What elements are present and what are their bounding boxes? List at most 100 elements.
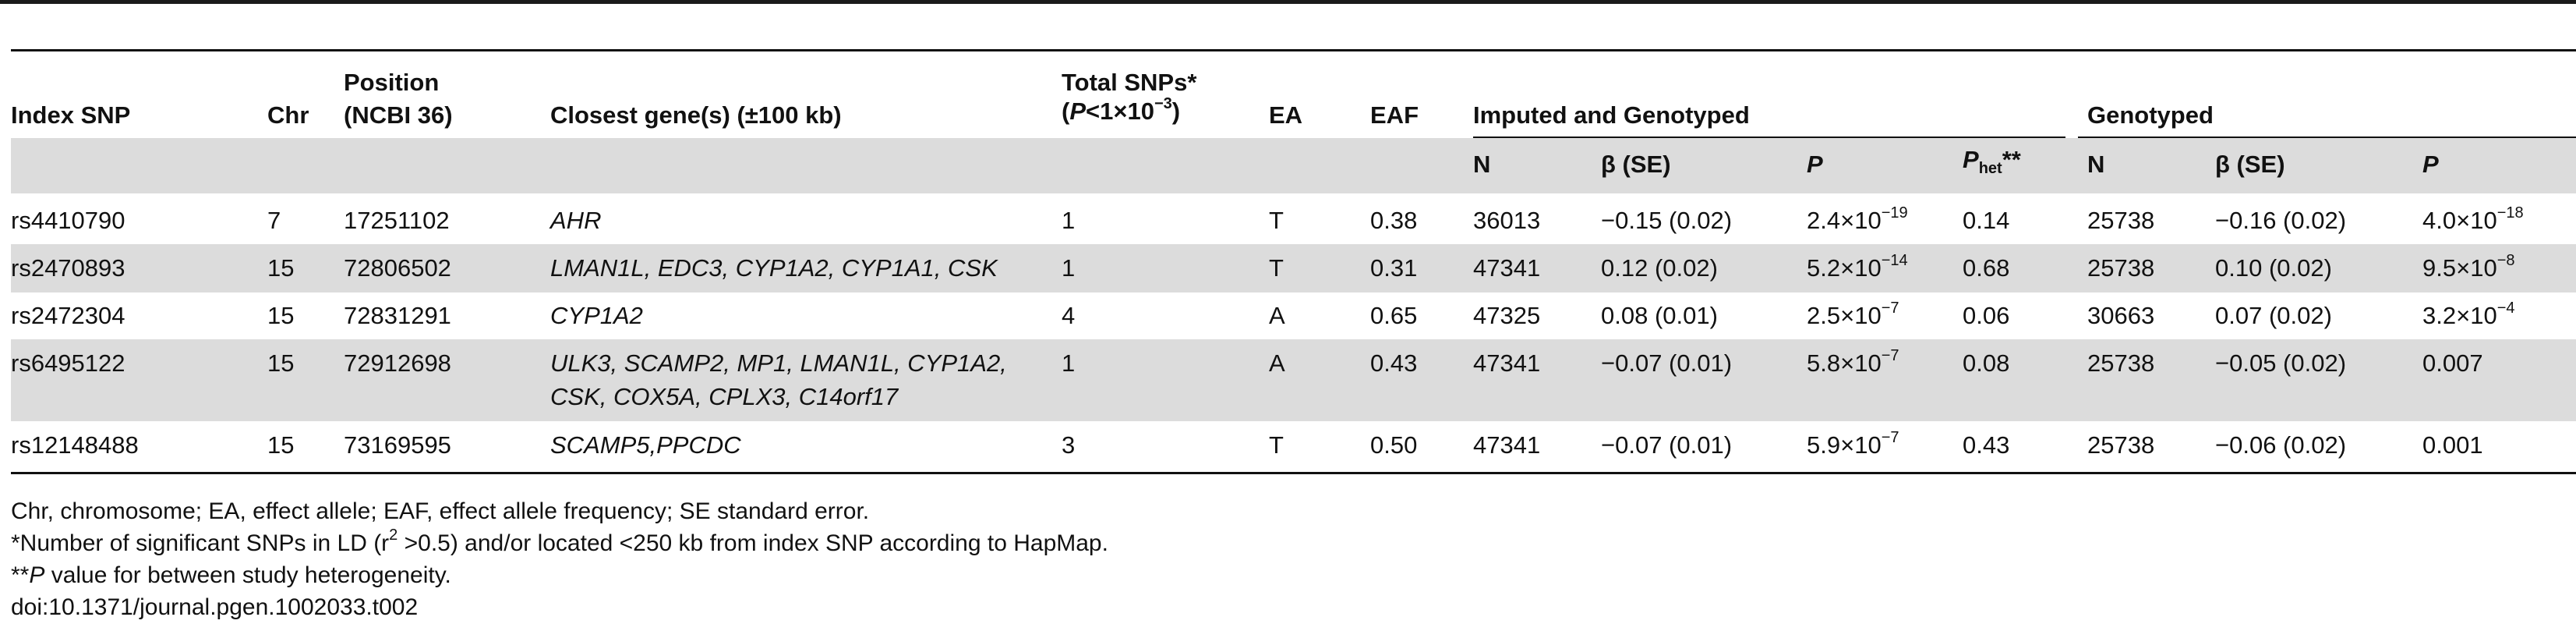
header-index-snp: Index SNP <box>11 101 131 129</box>
cell-snp: rs6495122 <box>11 349 125 377</box>
header-position-line2: (NCBI 36) <box>344 101 453 129</box>
subheader-phet: Phet** <box>1963 146 2021 178</box>
cell-total: 4 <box>1062 302 1076 329</box>
cell-total: 1 <box>1062 349 1076 377</box>
cell-g-p: 0.007 <box>2422 349 2483 377</box>
cell-chr: 7 <box>267 207 281 234</box>
cell-genes: CYP1A2 <box>550 302 643 329</box>
cell-g-p: 9.5×10−8 <box>2422 251 2515 282</box>
cell-g-beta: 0.07 (0.02) <box>2215 302 2332 329</box>
cell-chr: 15 <box>267 349 295 377</box>
table-bottom-rule <box>11 472 2576 474</box>
cell-position: 72831291 <box>344 302 451 329</box>
cell-ea: T <box>1269 431 1284 459</box>
imputed-group-rule <box>1473 136 2065 138</box>
cell-position: 17251102 <box>344 207 450 234</box>
cell-snp: rs4410790 <box>11 207 125 234</box>
cell-ig-beta: −0.15 (0.02) <box>1601 207 1733 234</box>
cell-genes-line1: ULK3, SCAMP2, MP1, LMAN1L, CYP1A2, <box>550 349 1007 377</box>
cell-eaf: 0.38 <box>1370 207 1418 234</box>
header-total-snps-line2: (P<1×10−3) <box>1062 94 1181 125</box>
header-chr: Chr <box>267 101 309 129</box>
cell-snp: rs12148488 <box>11 431 139 459</box>
header-ea: EA <box>1269 101 1303 129</box>
cell-ig-n: 47341 <box>1473 349 1541 377</box>
cell-ig-beta: 0.08 (0.01) <box>1601 302 1718 329</box>
cell-genes-line2: CSK, COX5A, CPLX3, C14orf17 <box>550 383 899 410</box>
cell-eaf: 0.50 <box>1370 431 1418 459</box>
subheader-g-n: N <box>2087 151 2105 178</box>
cell-ig-p: 5.2×10−14 <box>1807 251 1908 282</box>
cell-g-beta: 0.10 (0.02) <box>2215 254 2332 282</box>
cell-eaf: 0.65 <box>1370 302 1418 329</box>
cell-ig-beta: 0.12 (0.02) <box>1601 254 1718 282</box>
footnote-phet: **P value for between study heterogeneit… <box>11 562 451 588</box>
cell-g-n: 25738 <box>2087 207 2155 234</box>
header-position-line1: Position <box>344 69 440 96</box>
cell-total: 1 <box>1062 207 1076 234</box>
cell-g-p: 0.001 <box>2422 431 2483 459</box>
cell-chr: 15 <box>267 254 295 282</box>
cell-total: 3 <box>1062 431 1076 459</box>
subheader-ig-n: N <box>1473 151 1491 178</box>
header-group-imputed: Imputed and Genotyped <box>1473 101 1750 129</box>
cell-genes: AHR <box>550 207 602 234</box>
subheader-ig-beta: β (SE) <box>1601 151 1671 178</box>
cell-position: 73169595 <box>344 431 451 459</box>
cell-ig-beta: −0.07 (0.01) <box>1601 431 1733 459</box>
cell-ig-p: 2.5×10−7 <box>1807 299 1899 329</box>
cell-ig-p: 5.9×10−7 <box>1807 428 1899 459</box>
cell-g-beta: −0.05 (0.02) <box>2215 349 2347 377</box>
top-border <box>0 0 2576 4</box>
cell-ig-n: 47341 <box>1473 254 1541 282</box>
subheader-g-p: P <box>2422 151 2439 178</box>
cell-eaf: 0.43 <box>1370 349 1418 377</box>
subheader-g-beta: β (SE) <box>2215 151 2285 178</box>
cell-snp: rs2470893 <box>11 254 125 282</box>
cell-g-p: 3.2×10−4 <box>2422 299 2515 329</box>
cell-phet: 0.06 <box>1963 302 2010 329</box>
cell-g-n: 25738 <box>2087 254 2155 282</box>
cell-g-beta: −0.06 (0.02) <box>2215 431 2347 459</box>
row-band-4 <box>11 339 2576 421</box>
header-eaf: EAF <box>1370 101 1419 129</box>
row-band-2 <box>11 244 2576 292</box>
genotyped-group-rule <box>2078 136 2576 138</box>
footnote-abbreviations: Chr, chromosome; EA, effect allele; EAF,… <box>11 498 870 524</box>
cell-g-n: 30663 <box>2087 302 2155 329</box>
cell-g-p: 4.0×10−18 <box>2422 204 2524 234</box>
cell-ig-p: 5.8×10−7 <box>1807 346 1899 377</box>
cell-ea: T <box>1269 207 1284 234</box>
cell-ig-beta: −0.07 (0.01) <box>1601 349 1733 377</box>
cell-snp: rs2472304 <box>11 302 125 329</box>
cell-ea: T <box>1269 254 1284 282</box>
cell-phet: 0.14 <box>1963 207 2010 234</box>
subheader-band <box>11 138 2576 193</box>
cell-phet: 0.08 <box>1963 349 2010 377</box>
cell-genes: SCAMP5,PPCDC <box>550 431 741 459</box>
cell-g-n: 25738 <box>2087 431 2155 459</box>
subheader-ig-p: P <box>1807 151 1823 178</box>
table-top-rule <box>11 49 2576 51</box>
cell-ea: A <box>1269 349 1285 377</box>
cell-ig-n: 47341 <box>1473 431 1541 459</box>
cell-phet: 0.68 <box>1963 254 2010 282</box>
cell-position: 72806502 <box>344 254 451 282</box>
cell-position: 72912698 <box>344 349 451 377</box>
cell-ig-p: 2.4×10−19 <box>1807 204 1908 234</box>
cell-eaf: 0.31 <box>1370 254 1418 282</box>
header-closest-gene: Closest gene(s) (±100 kb) <box>550 101 842 129</box>
footnote-doi: doi:10.1371/journal.pgen.1002033.t002 <box>11 594 419 620</box>
cell-chr: 15 <box>267 302 295 329</box>
cell-ig-n: 47325 <box>1473 302 1541 329</box>
cell-phet: 0.43 <box>1963 431 2010 459</box>
cell-ea: A <box>1269 302 1285 329</box>
cell-chr: 15 <box>267 431 295 459</box>
cell-g-n: 25738 <box>2087 349 2155 377</box>
cell-ig-n: 36013 <box>1473 207 1541 234</box>
cell-genes: LMAN1L, EDC3, CYP1A2, CYP1A1, CSK <box>550 254 998 282</box>
footnote-total-snps: *Number of significant SNPs in LD (r2 >0… <box>11 526 1108 556</box>
header-total-snps-line1: Total SNPs* <box>1062 69 1197 96</box>
cell-g-beta: −0.16 (0.02) <box>2215 207 2347 234</box>
cell-total: 1 <box>1062 254 1076 282</box>
